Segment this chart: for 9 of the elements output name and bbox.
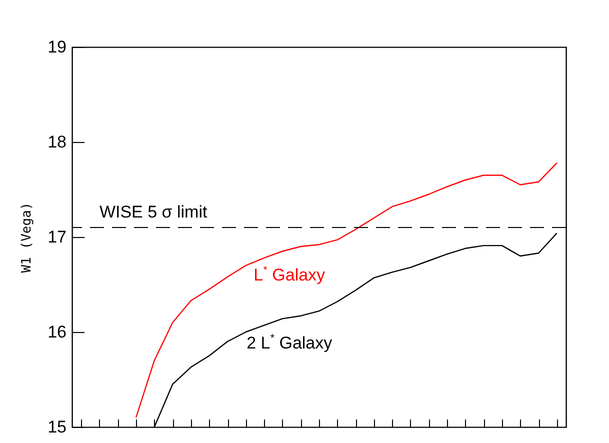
y-axis-title: W1 (Vega) (20, 202, 35, 273)
y-tick-label: 16 (48, 322, 66, 342)
y-tick-label: 18 (48, 132, 66, 152)
y-tick-label: 19 (48, 38, 66, 56)
y-tick-label: 17 (48, 228, 66, 246)
y-tick-label: 15 (48, 418, 66, 436)
ref-line-label: WISE 5 σ limit (99, 202, 208, 222)
series-label: L$^{*}$ Galaxy (254, 264, 326, 286)
series-label: 2 L$^{*}$ Galaxy (246, 333, 332, 354)
